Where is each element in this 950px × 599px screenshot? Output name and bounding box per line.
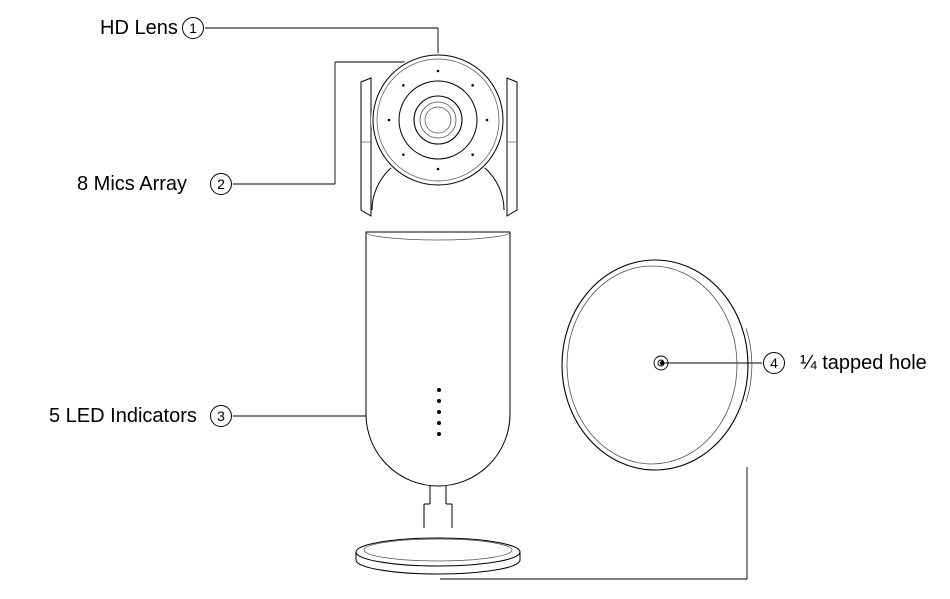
diagram-stage: { "canvas": { "w": 950, "h": 599, "bg": … (0, 0, 950, 599)
callout-circle-1: 1 (182, 17, 204, 39)
callout-number-4: 4 (770, 353, 778, 373)
callout-number-1: 1 (189, 18, 197, 38)
label-hd-lens: HD Lens (100, 17, 178, 40)
callout-number-2: 2 (217, 174, 225, 194)
label-led-indicators: 5 LED Indicators (49, 405, 197, 428)
label-tapped-hole: ¼ tapped hole (800, 352, 927, 375)
callout-number-3: 3 (217, 406, 225, 426)
callout-circle-3: 3 (210, 405, 232, 427)
device-drawing (0, 0, 950, 599)
label-mics-array: 8 Mics Array (77, 173, 187, 196)
callout-circle-4: 4 (763, 352, 785, 374)
callout-circle-2: 2 (210, 173, 232, 195)
